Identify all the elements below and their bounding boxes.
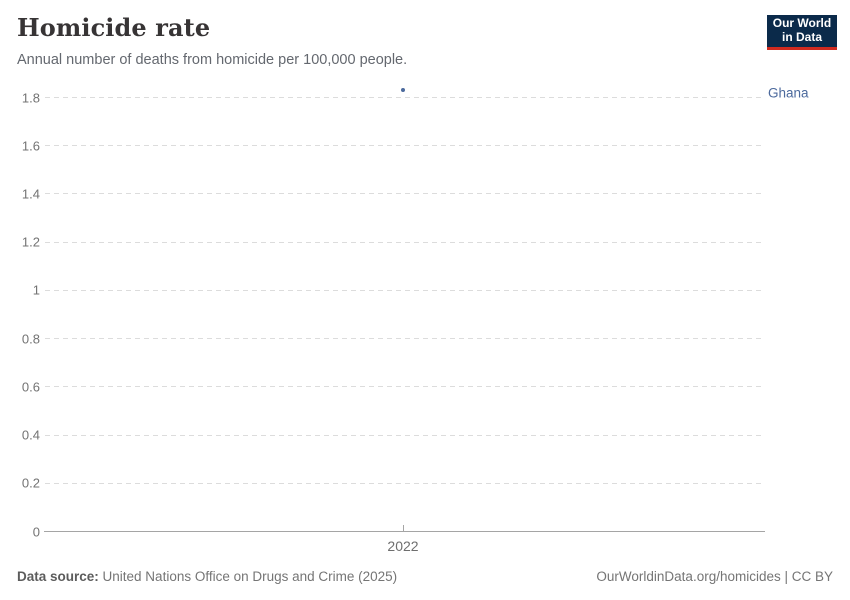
gridline: [45, 386, 764, 388]
owid-logo[interactable]: Our World in Data: [767, 15, 837, 50]
x-axis-tick: [403, 525, 404, 531]
entity-label[interactable]: Ghana: [768, 85, 809, 101]
owid-logo-line1: Our World: [772, 16, 832, 31]
y-tick-label: 1.8: [21, 90, 40, 105]
gridline: [45, 193, 764, 195]
x-tick-label: 2022: [387, 538, 419, 554]
data-source-text: United Nations Office on Drugs and Crime…: [98, 569, 398, 584]
data-source-label: Data source:: [17, 569, 99, 584]
y-tick-label: 1.6: [21, 138, 40, 154]
data-source-note: Data source: United Nations Office on Dr…: [17, 569, 397, 584]
gridline: [45, 241, 764, 243]
owid-citation-link[interactable]: OurWorldinData.org/homicides | CC BY: [596, 569, 833, 584]
gridline: [45, 145, 764, 147]
y-tick-label: 1: [32, 282, 40, 298]
gridline: [45, 482, 764, 484]
y-tick-label: 0.6: [21, 379, 40, 395]
y-tick-label: 0: [32, 524, 40, 539]
y-tick-label: 1.4: [21, 186, 40, 202]
y-tick-label: 0.2: [21, 475, 40, 491]
gridline: [45, 338, 764, 340]
chart-subtitle: Annual number of deaths from homicide pe…: [17, 52, 408, 68]
page-title: Homicide rate: [17, 13, 211, 42]
y-tick-label: 1.2: [21, 234, 40, 250]
y-tick-label: 0.8: [21, 331, 40, 347]
gridline: [45, 289, 764, 291]
gridline: [45, 97, 764, 98]
gridline: [45, 434, 764, 436]
y-tick-label: 0.4: [21, 427, 40, 443]
owid-logo-line2: in Data: [781, 30, 822, 44]
x-axis-line: [44, 531, 765, 532]
data-point[interactable]: [400, 87, 405, 92]
